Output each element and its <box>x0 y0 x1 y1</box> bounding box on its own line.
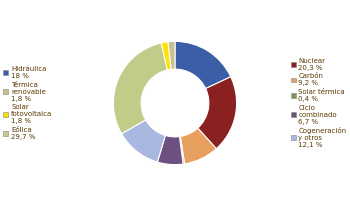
Wedge shape <box>161 42 171 70</box>
Wedge shape <box>158 136 183 165</box>
Wedge shape <box>175 41 231 89</box>
Wedge shape <box>168 41 175 69</box>
Wedge shape <box>180 128 216 164</box>
Legend: Nuclear
20,3 %, Carbón
9,2 %, Solar térmica
0,4 %, Ciclo
combinado
6,7 %, Cogene: Nuclear 20,3 %, Carbón 9,2 %, Solar térm… <box>291 58 346 148</box>
Wedge shape <box>198 77 237 149</box>
Wedge shape <box>180 136 185 164</box>
Wedge shape <box>121 120 165 162</box>
Wedge shape <box>113 43 167 134</box>
Legend: Hidráulica
18 %, Térmica
renovable
1,8 %, Solar
fotovoltaica
1,8 %, Eólica
29,7 : Hidráulica 18 %, Térmica renovable 1,8 %… <box>4 66 52 140</box>
